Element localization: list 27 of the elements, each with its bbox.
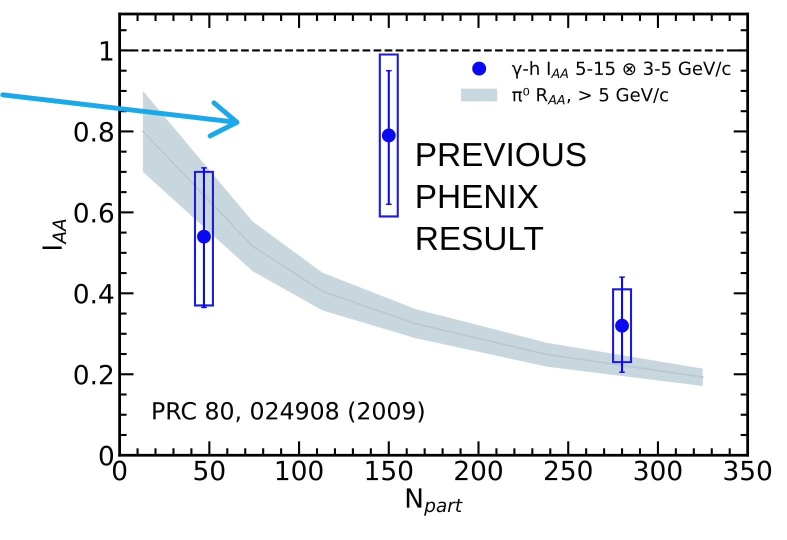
bar bbox=[378, 53, 399, 218]
line-series bbox=[142, 130, 704, 378]
x-tick-label: 200 bbox=[455, 460, 502, 481]
x-tick-label: 0 bbox=[112, 460, 126, 481]
y-axis-title: I$_{AA}$ bbox=[42, 220, 66, 250]
point bbox=[382, 128, 396, 142]
bar bbox=[612, 288, 632, 364]
bar bbox=[194, 170, 214, 307]
y-tick-label: 0.8 bbox=[74, 122, 113, 142]
x-tick-label: 100 bbox=[276, 460, 322, 481]
x-tick-label: 300 bbox=[634, 460, 682, 481]
y-tick-label: 0.4 bbox=[74, 284, 114, 304]
y-tick-label: 0 bbox=[100, 446, 114, 466]
x-tick-label: 50 bbox=[194, 460, 224, 481]
legend-label: γ-h I$_{AA}$ 5-15 ⊗ 3-5 GeV/c bbox=[512, 61, 730, 79]
annotation: PREVIOUS PHENIX RESULT bbox=[418, 142, 586, 250]
x-tick-label: 150 bbox=[366, 460, 412, 481]
point bbox=[615, 318, 629, 333]
y-tick-label: 0.6 bbox=[74, 202, 114, 223]
x-axis-title: N$_{part}$ bbox=[406, 488, 463, 516]
x-tick-label: 250 bbox=[544, 460, 592, 481]
x-tick-label: 350 bbox=[724, 460, 772, 481]
y-tick-label: 0.2 bbox=[74, 364, 112, 385]
y-tick-label: 1 bbox=[100, 41, 112, 60]
annotation: PRC 80, 024908 (2009) bbox=[153, 402, 424, 423]
point bbox=[197, 230, 211, 244]
legend-label: π⁰ R$_{AA}$, > 5 GeV/c bbox=[512, 88, 668, 104]
